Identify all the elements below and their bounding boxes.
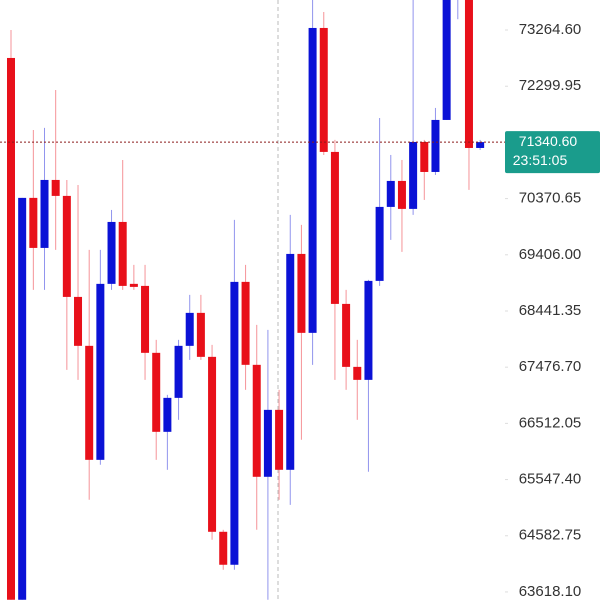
- candle-body: [286, 253, 295, 470]
- y-tick-label: 73264.60: [519, 21, 582, 38]
- candle-body: [163, 397, 172, 432]
- candle-body: [409, 141, 418, 209]
- candle-body: [74, 296, 83, 346]
- candle-body: [476, 142, 485, 148]
- candle-body: [353, 366, 362, 380]
- candles: [7, 0, 485, 600]
- candle-body: [252, 364, 261, 477]
- candle-body: [51, 179, 60, 196]
- candle-body: [420, 141, 429, 172]
- y-tick-label: 68441.35: [519, 302, 582, 319]
- price-label: 71340.60: [519, 133, 578, 149]
- y-tick-label: 66512.05: [519, 414, 582, 431]
- candle-body: [219, 531, 228, 565]
- candle-body: [319, 27, 328, 152]
- y-tick-label: 63618.10: [519, 583, 582, 600]
- candle-body: [442, 0, 451, 120]
- candle-body: [208, 356, 217, 532]
- candle-body: [330, 151, 339, 304]
- candle-body: [342, 303, 351, 367]
- candle-body: [96, 283, 105, 460]
- candle-body: [431, 119, 440, 172]
- candle-body: [297, 253, 306, 333]
- candle-body: [129, 283, 138, 287]
- candle-body: [85, 345, 94, 460]
- candle-body: [375, 206, 384, 281]
- y-tick-label: 69406.00: [519, 246, 582, 263]
- candle-body: [40, 179, 49, 248]
- y-tick-label: 70370.65: [519, 190, 582, 207]
- candle-body: [196, 312, 205, 357]
- candle-body: [397, 180, 406, 209]
- candle-body: [464, 0, 473, 148]
- candle-body: [7, 57, 15, 600]
- price-axis: 63618.10 64582.75 65547.40 66512.05 67476.70…: [505, 21, 581, 600]
- y-tick-label: 67476.70: [519, 358, 582, 375]
- candle-body: [18, 197, 27, 600]
- y-tick-label: 72299.95: [519, 77, 582, 94]
- candle-body: [275, 409, 284, 470]
- candle-body: [118, 221, 127, 286]
- candle-body: [185, 312, 194, 346]
- candle-body: [386, 180, 395, 207]
- candle-body: [62, 195, 71, 297]
- candle-body: [141, 285, 150, 353]
- y-tick-label: 65547.40: [519, 471, 582, 488]
- candle-body: [230, 281, 239, 565]
- y-tick-label: 64582.75: [519, 527, 582, 544]
- candle-body: [364, 280, 373, 380]
- candle-body: [174, 345, 183, 398]
- price-label-box: [505, 131, 600, 174]
- candle-body: [241, 281, 250, 365]
- price-time: 23:51:05: [513, 152, 568, 168]
- candle-body: [29, 197, 38, 248]
- candle-body: [308, 27, 317, 333]
- candle-body: [152, 352, 161, 432]
- candle-body: [263, 409, 272, 477]
- candle-body: [107, 221, 116, 284]
